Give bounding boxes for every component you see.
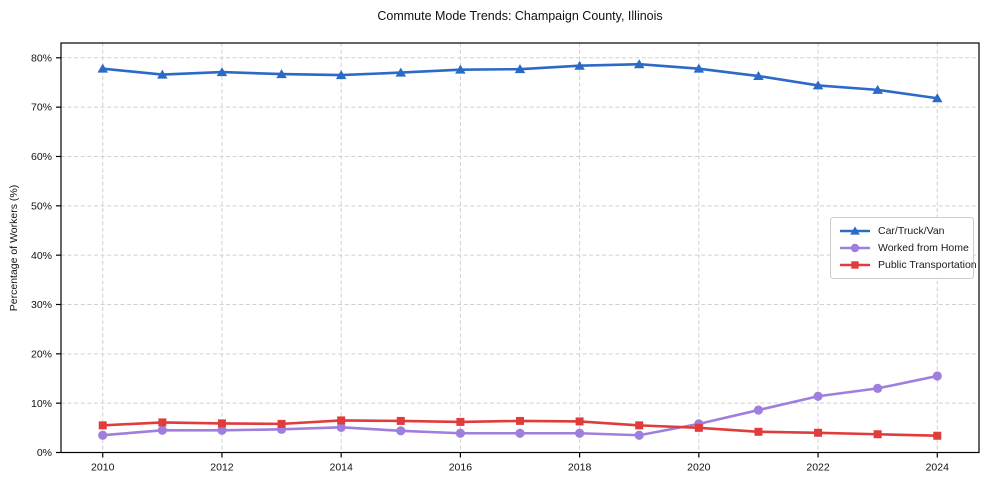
data-point-square: [575, 417, 584, 426]
line-triangle-marker-icon: [840, 226, 870, 235]
line-circle-marker-icon: [840, 243, 870, 253]
y-tick-label: 60%: [31, 151, 52, 163]
data-point-circle: [336, 422, 346, 432]
y-tick-label: 10%: [31, 398, 52, 410]
data-point-triangle: [850, 226, 860, 235]
data-point-square: [694, 423, 703, 432]
data-point-circle: [753, 405, 764, 415]
series-line: [101, 374, 939, 437]
y-tick-label: 40%: [31, 250, 52, 262]
data-point-triangle: [932, 93, 943, 103]
data-point-triangle: [633, 59, 645, 69]
plot-border: [60, 42, 980, 454]
data-point-circle: [932, 371, 942, 381]
y-tick-label: 20%: [31, 348, 52, 360]
y-tick-label: 70%: [31, 102, 52, 114]
data-point-triangle: [335, 70, 347, 80]
y-tick-label: 80%: [31, 52, 52, 64]
y-tick-label: 50%: [31, 200, 52, 212]
line-square-marker-icon: [840, 261, 870, 269]
data-point-square: [396, 416, 405, 425]
data-point-circle: [515, 428, 525, 438]
y-tick-label: 0%: [37, 447, 52, 459]
axis-ticks: [56, 57, 938, 458]
series-square: [98, 416, 942, 440]
data-point-square: [754, 427, 763, 436]
x-tick-label: 2024: [926, 462, 950, 474]
legend-label: Car/Truck/Van: [878, 224, 945, 237]
data-point-triangle: [395, 67, 407, 77]
data-point-square: [456, 417, 465, 426]
data-point-square: [217, 419, 226, 428]
legend: Car/Truck/Van Worked from Home Public Tr…: [830, 217, 977, 279]
data-point-circle: [575, 428, 585, 438]
legend-entry-worked-from-home: Worked from Home: [840, 240, 969, 255]
data-point-square: [873, 430, 882, 439]
x-tick-label: 2010: [91, 462, 115, 474]
legend-label: Worked from Home: [878, 241, 969, 254]
x-tick-label: 2018: [568, 462, 592, 474]
data-point-triangle: [97, 63, 108, 73]
data-point-square: [277, 419, 286, 428]
data-point-square: [635, 421, 644, 430]
x-tick-label: 2012: [210, 462, 234, 474]
gridlines: [61, 43, 979, 453]
data-point-triangle: [693, 63, 705, 73]
data-point-circle: [455, 428, 465, 438]
data-point-circle: [157, 425, 167, 435]
data-point-triangle: [455, 64, 466, 74]
axis-tick-labels: 2010 2012 2014 2016 2018 2020 2022 2024 0% 10% 20%…: [31, 52, 949, 473]
legend-entry-public-transportation: Public Transportation: [840, 258, 977, 273]
data-point-square: [516, 416, 524, 425]
y-tick-label: 30%: [31, 299, 52, 311]
data-point-triangle: [216, 67, 228, 77]
data-point-square: [98, 421, 107, 430]
data-point-square: [337, 416, 346, 425]
data-point-square: [933, 431, 942, 440]
data-point-triangle: [157, 69, 168, 79]
legend-label: Public Transportation: [878, 259, 977, 272]
data-point-circle: [850, 243, 860, 253]
data-point-circle: [873, 383, 883, 393]
x-tick-label: 2020: [687, 462, 711, 474]
data-point-square: [814, 428, 823, 437]
legend-entry-car-truck-van: Car/Truck/Van: [840, 223, 964, 238]
series-triangle: [97, 59, 943, 103]
data-point-triangle: [514, 64, 526, 74]
data-point-circle: [98, 430, 108, 440]
data-point-triangle: [753, 71, 764, 81]
data-point-circle: [217, 425, 227, 435]
data-point-square: [158, 418, 167, 427]
chart-title: Commute Mode Trends: Champaign County, I…: [377, 9, 663, 23]
data-point-circle: [634, 430, 644, 440]
x-tick-label: 2014: [329, 462, 353, 474]
x-tick-label: 2016: [449, 462, 473, 474]
data-point-square: [851, 261, 859, 269]
data-point-circle: [396, 426, 406, 436]
data-point-circle: [813, 391, 823, 401]
x-tick-label: 2022: [806, 462, 830, 474]
data-point-triangle: [872, 84, 883, 94]
data-point-triangle: [276, 69, 287, 79]
data-point-triangle: [812, 80, 824, 90]
data-point-triangle: [574, 60, 585, 70]
